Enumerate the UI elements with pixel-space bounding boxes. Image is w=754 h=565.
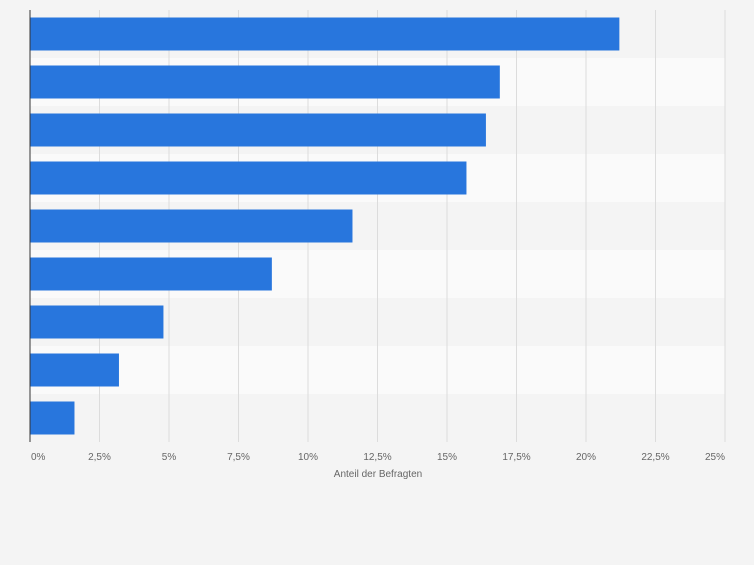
x-tick-label: 20% bbox=[576, 452, 596, 463]
bar[interactable] bbox=[30, 353, 119, 387]
bar[interactable] bbox=[30, 17, 620, 51]
bar[interactable] bbox=[30, 401, 75, 435]
bar[interactable] bbox=[30, 65, 500, 99]
x-tick-label: 10% bbox=[298, 452, 318, 463]
x-tick-label: 2,5% bbox=[88, 452, 111, 463]
x-tick-label: 7,5% bbox=[227, 452, 250, 463]
bar[interactable] bbox=[30, 209, 353, 243]
x-tick-label: 25% bbox=[705, 452, 725, 463]
bar[interactable] bbox=[30, 113, 486, 147]
x-tick-label: 17,5% bbox=[502, 452, 530, 463]
x-tick-label: 5% bbox=[162, 452, 177, 463]
x-tick-label: 22,5% bbox=[641, 452, 669, 463]
bar[interactable] bbox=[30, 161, 467, 195]
bars bbox=[30, 17, 620, 435]
bar[interactable] bbox=[30, 257, 272, 291]
x-axis-title: Anteil der Befragten bbox=[334, 469, 422, 480]
x-tick-label: 12,5% bbox=[363, 452, 391, 463]
x-tick-label: 15% bbox=[437, 452, 457, 463]
bar[interactable] bbox=[30, 305, 164, 339]
x-tick-label: 0% bbox=[31, 452, 46, 463]
x-tick-labels: 0% 2,5% 5% 7,5% 10% 12,5% 15% 17,5% 20% 22,5% 25% bbox=[31, 452, 725, 463]
